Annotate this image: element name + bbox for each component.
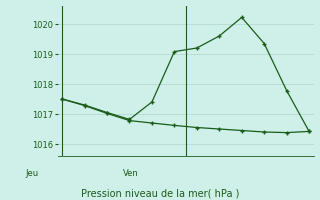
Text: Jeu: Jeu: [26, 169, 39, 178]
Text: Ven: Ven: [123, 169, 139, 178]
Text: Pression niveau de la mer( hPa ): Pression niveau de la mer( hPa ): [81, 188, 239, 198]
